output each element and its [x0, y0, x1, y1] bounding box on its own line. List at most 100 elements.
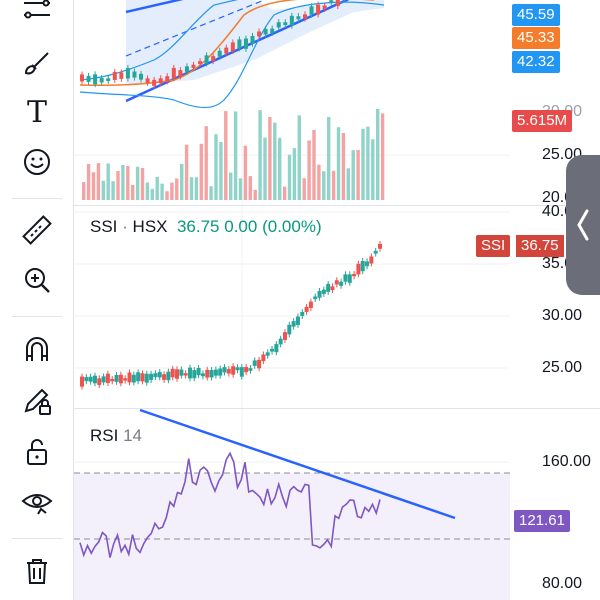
- volume-bar: [219, 142, 223, 200]
- magnet-tool[interactable]: [12, 330, 62, 370]
- candle-body: [179, 369, 184, 376]
- channel-upper-line[interactable]: [125, 0, 204, 14]
- candle-body: [317, 290, 322, 298]
- chart-area[interactable]: 30.00 25.00 20.00 45.59 45.33 42.32 5.61…: [74, 0, 600, 600]
- candle-body: [191, 64, 196, 68]
- main-price-pane[interactable]: [80, 240, 382, 390]
- volume-bar: [194, 177, 199, 200]
- candle-body: [343, 274, 348, 282]
- volume-bar: [224, 111, 228, 200]
- volume-bar: [376, 108, 380, 200]
- price-change: 0.00: [224, 217, 258, 236]
- candle-body: [360, 260, 365, 272]
- hide-drawings-tool[interactable]: [12, 482, 62, 522]
- rsi-axis-label: 160.00: [542, 453, 591, 470]
- volume-bar: [238, 178, 243, 200]
- volume-bar: [268, 116, 272, 200]
- candle-body: [248, 368, 253, 371]
- candle-body: [205, 369, 210, 378]
- candle-body: [112, 71, 117, 80]
- symbol-name: SSI: [90, 217, 118, 236]
- rsi-pane-legend[interactable]: RSI 14: [90, 426, 142, 446]
- unlock-tool[interactable]: [12, 432, 62, 472]
- symbol-price-tag-value: 36.75: [516, 235, 564, 257]
- chart-canvas[interactable]: [74, 0, 600, 600]
- candle-body: [237, 39, 242, 49]
- rsi-band: [74, 473, 510, 600]
- toolbar-separator: [12, 316, 62, 317]
- remove-drawings-tool[interactable]: [12, 551, 62, 591]
- candle-body: [378, 243, 382, 249]
- candle-body: [224, 47, 229, 54]
- drawing-toolbar: T: [0, 0, 74, 600]
- candle-body: [243, 38, 248, 49]
- volume-bar: [371, 139, 375, 200]
- lock-drawings-tool[interactable]: [12, 380, 62, 420]
- candle-body: [92, 375, 97, 384]
- candle-body: [158, 78, 163, 84]
- candle-body: [119, 72, 124, 79]
- volume-bar: [86, 163, 91, 200]
- candle-body: [356, 263, 361, 275]
- top-price-pane[interactable]: [79, 0, 385, 200]
- text-tool[interactable]: T: [12, 92, 62, 132]
- volume-bar: [214, 134, 218, 200]
- zoom-tool[interactable]: [12, 260, 62, 300]
- candle-body: [222, 367, 227, 373]
- volume-bar: [165, 191, 169, 200]
- candle-body: [178, 70, 183, 77]
- text-icon: T: [26, 94, 47, 130]
- pane-separator[interactable]: [74, 408, 600, 409]
- volume-bar: [341, 133, 346, 200]
- rsi-trend-line[interactable]: [139, 408, 456, 520]
- candle-body: [257, 31, 262, 37]
- candle-body: [125, 68, 130, 79]
- volume-tag: 5.615M: [512, 110, 573, 132]
- pane-separator[interactable]: [74, 205, 600, 206]
- candle-body: [257, 359, 262, 369]
- volume-bar: [278, 137, 282, 200]
- volume-bar: [336, 127, 341, 200]
- side-panel-toggle[interactable]: [566, 155, 600, 295]
- candle-body: [322, 5, 327, 10]
- volume-bar: [287, 154, 292, 200]
- candle-body: [365, 261, 370, 267]
- candle-body: [218, 368, 223, 376]
- candle-body: [165, 76, 170, 82]
- rsi-axis-label: 80.00: [542, 575, 583, 592]
- candle-body: [183, 373, 188, 376]
- volume-bar: [160, 183, 164, 200]
- candle-body: [99, 77, 104, 83]
- volume-bar: [229, 172, 233, 200]
- candle-body: [127, 372, 132, 383]
- candle-body: [153, 373, 158, 378]
- trend-line-tool[interactable]: [12, 0, 62, 32]
- volume-bar: [91, 172, 96, 200]
- candle-body: [330, 286, 335, 291]
- volume-bar: [307, 140, 311, 200]
- magnet-icon: [26, 337, 48, 361]
- candle-body: [80, 74, 84, 82]
- brush-icon: [24, 52, 49, 75]
- volume-bar: [312, 129, 316, 200]
- candle-body: [184, 66, 189, 72]
- emoji-tool[interactable]: [12, 142, 62, 182]
- symbol-separator: ·: [122, 217, 128, 236]
- candle-body: [196, 367, 201, 376]
- candle-body: [309, 6, 314, 15]
- volume-bar: [263, 137, 267, 200]
- volume-bar: [140, 167, 145, 200]
- candle-body: [335, 0, 340, 7]
- main-pane-legend[interactable]: SSI · HSX 36.75 0.00 (0.00%): [90, 217, 322, 237]
- volume-bar: [351, 150, 355, 200]
- volume-bar: [121, 165, 125, 200]
- brush-tool[interactable]: [12, 44, 62, 84]
- main-candles: [80, 240, 382, 390]
- candle-body: [289, 15, 294, 26]
- volume-bar: [184, 144, 189, 200]
- bollinger-lower: [79, 1, 385, 109]
- volume-bars: [82, 108, 385, 200]
- measure-tool[interactable]: [12, 210, 62, 250]
- volume-bar: [180, 163, 184, 200]
- rsi-pane[interactable]: [74, 408, 510, 600]
